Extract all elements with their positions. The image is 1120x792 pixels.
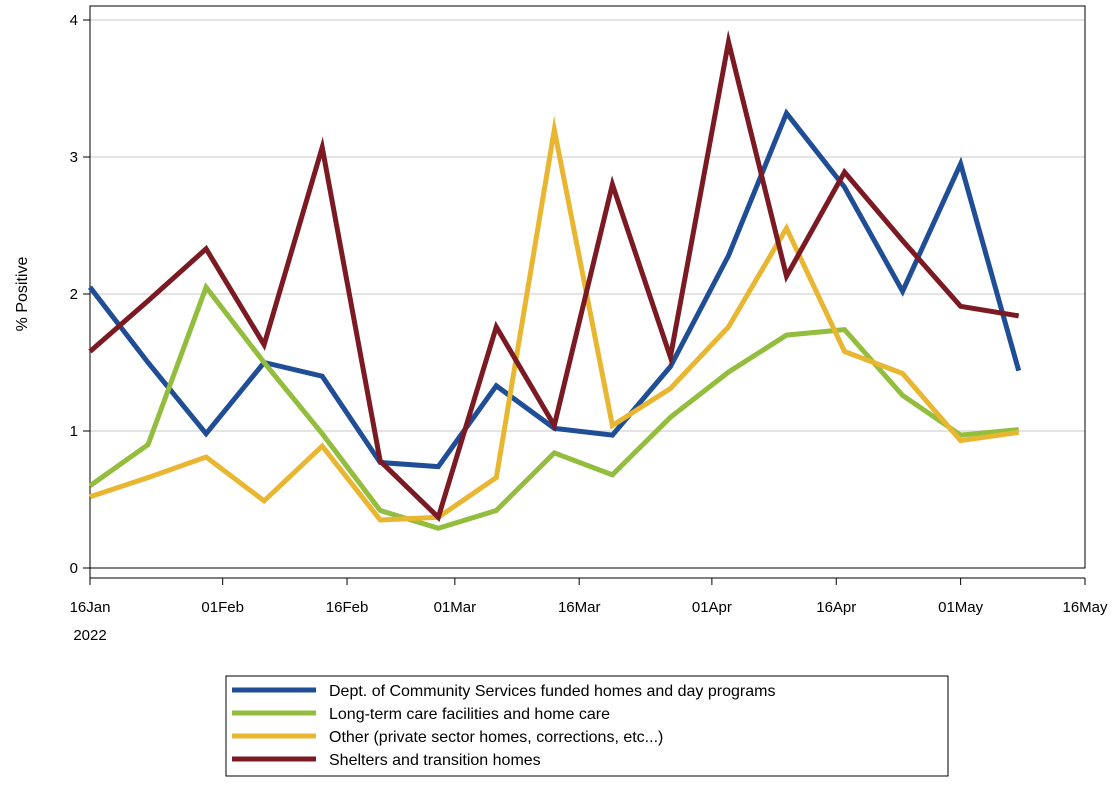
- x-tick-label-4: 16Mar: [558, 599, 601, 616]
- legend-label-1: Long-term care facilities and home care: [329, 706, 610, 723]
- gridlines: [90, 19, 1085, 432]
- x-tick-label-7: 01May: [938, 599, 984, 616]
- legend: Dept. of Community Services funded homes…: [225, 675, 949, 777]
- series-line-2: [89, 115, 1020, 523]
- legend-box: [225, 675, 949, 777]
- y-tick-label-3: 3: [70, 149, 78, 166]
- axes: [89, 5, 1086, 579]
- y-axis-title: % Positive: [14, 257, 31, 332]
- x-tick-sublabel-0: 2022: [73, 627, 106, 644]
- series-lines: [88, 30, 1022, 531]
- y-tick-label-4: 4: [70, 12, 78, 29]
- x-tick-label-8: 16May: [1062, 599, 1108, 616]
- series-line-1: [88, 282, 1019, 531]
- x-tick-label-2: 16Feb: [326, 599, 369, 616]
- legend-label-3: Shelters and transition homes: [329, 752, 541, 769]
- plot-frame: [89, 5, 1086, 569]
- x-tick-label-0: 16Jan: [70, 599, 111, 616]
- y-tick-label-1: 1: [70, 423, 78, 440]
- x-axis-ticks: 16Jan 2022 01Feb 16Feb 01Mar 16Mar 01Apr 16Apr 0…: [70, 578, 1108, 644]
- legend-label-0: Dept. of Community Services funded homes…: [329, 683, 775, 700]
- legend-label-2: Other (private sector homes, corrections…: [329, 729, 663, 746]
- x-tick-label-5: 01Apr: [692, 599, 732, 616]
- y-tick-label-0: 0: [70, 560, 78, 577]
- x-tick-label-3: 01Mar: [434, 599, 477, 616]
- y-axis-ticks: 0 1 2 3 4: [70, 12, 90, 577]
- x-tick-label-1: 01Feb: [201, 599, 244, 616]
- x-tick-label-6: 16Apr: [816, 599, 856, 616]
- y-tick-label-2: 2: [70, 286, 78, 303]
- series-line-3: [88, 30, 1020, 522]
